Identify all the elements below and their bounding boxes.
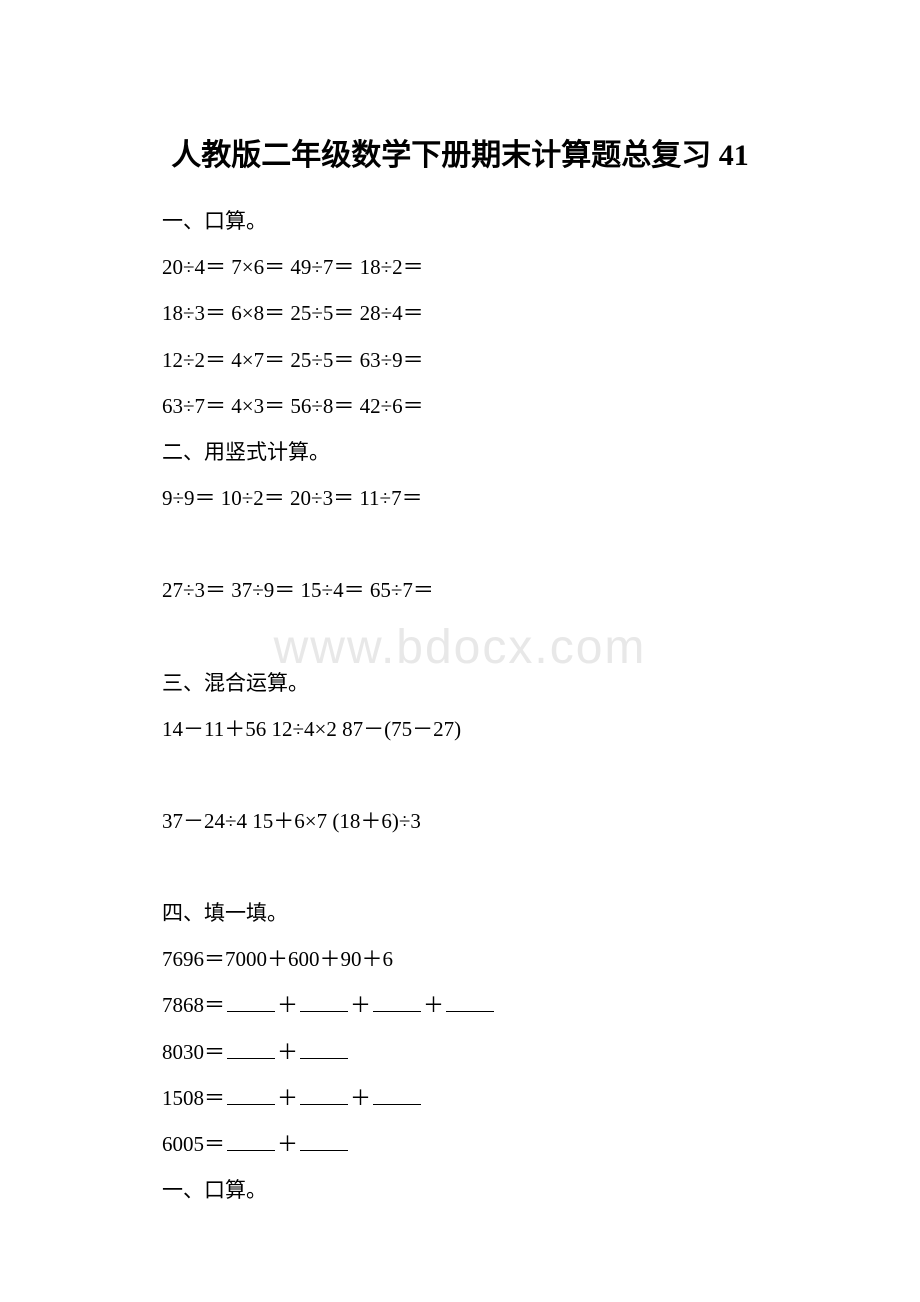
- document-title: 人教版二年级数学下册期末计算题总复习 41: [120, 130, 800, 174]
- fill-row: 1508＝＋＋: [120, 1075, 800, 1121]
- fill-blank: [373, 1084, 421, 1105]
- fill-blank: [300, 1130, 348, 1151]
- blank-spacer: [120, 521, 800, 567]
- fill-blank: [227, 1130, 275, 1151]
- fill-blank: [300, 991, 348, 1012]
- fill-prefix: 1508＝: [162, 1086, 225, 1110]
- fill-row: 6005＝＋: [120, 1121, 800, 1167]
- section-4-header: 四、填一填。: [120, 890, 800, 936]
- section-5-header: 一、口算。: [120, 1167, 800, 1213]
- fill-blank: [300, 1084, 348, 1105]
- fill-row: 7868＝＋＋＋: [120, 982, 800, 1028]
- fill-blank: [227, 991, 275, 1012]
- math-row: 63÷7＝ 4×3＝ 56÷8＝ 42÷6＝: [120, 383, 800, 429]
- fill-blank: [300, 1038, 348, 1059]
- document-content: 人教版二年级数学下册期末计算题总复习 41 一、口算。 20÷4＝ 7×6＝ 4…: [120, 130, 800, 1213]
- math-row: 27÷3＝ 37÷9＝ 15÷4＝ 65÷7＝: [120, 567, 800, 613]
- math-row: 37－24÷4 15＋6×7 (18＋6)÷3: [120, 798, 800, 844]
- math-row: 20÷4＝ 7×6＝ 49÷7＝ 18÷2＝: [120, 244, 800, 290]
- section-1-header: 一、口算。: [120, 198, 800, 244]
- fill-blank: [227, 1038, 275, 1059]
- fill-prefix: 6005＝: [162, 1132, 225, 1156]
- fill-example: 7696＝7000＋600＋90＋6: [120, 936, 800, 982]
- blank-spacer: [120, 844, 800, 890]
- math-row: 14－11＋56 12÷4×2 87－(75－27): [120, 706, 800, 752]
- fill-blank: [446, 991, 494, 1012]
- blank-spacer: [120, 752, 800, 798]
- fill-blank: [373, 991, 421, 1012]
- fill-prefix: 8030＝: [162, 1040, 225, 1064]
- math-row: 9÷9＝ 10÷2＝ 20÷3＝ 11÷7＝: [120, 475, 800, 521]
- fill-row: 8030＝＋: [120, 1029, 800, 1075]
- fill-blank: [227, 1084, 275, 1105]
- math-row: 12÷2＝ 4×7＝ 25÷5＝ 63÷9＝: [120, 337, 800, 383]
- math-row: 18÷3＝ 6×8＝ 25÷5＝ 28÷4＝: [120, 290, 800, 336]
- section-2-header: 二、用竖式计算。: [120, 429, 800, 475]
- fill-prefix: 7868＝: [162, 993, 225, 1017]
- blank-spacer: [120, 614, 800, 660]
- section-3-header: 三、混合运算。: [120, 660, 800, 706]
